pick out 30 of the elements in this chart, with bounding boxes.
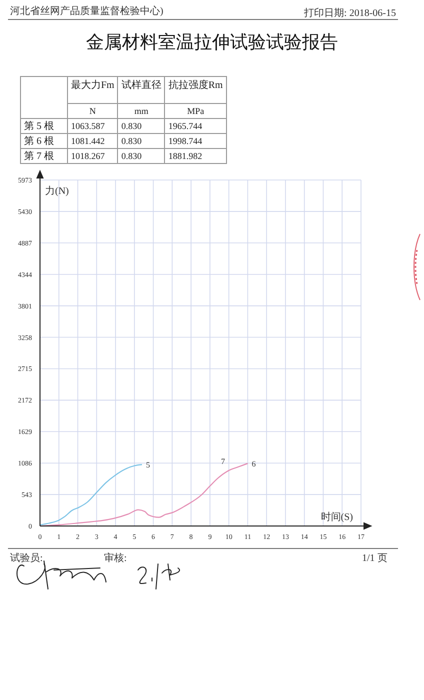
text: 1/1 页 xyxy=(362,553,388,564)
text: 0.830 xyxy=(121,120,142,130)
x-axis-title: 时间(S) xyxy=(320,511,353,523)
y-axis-title: 力(N) xyxy=(45,185,69,197)
series-label: 5 xyxy=(146,460,150,470)
text: 审核: xyxy=(104,553,127,564)
text: 0.830 xyxy=(121,150,142,160)
text: 最大力Fm xyxy=(71,80,114,91)
text: 0.830 xyxy=(121,136,142,146)
text: 第 6 根 xyxy=(24,136,54,146)
text: N xyxy=(89,106,96,116)
text: mm xyxy=(134,106,148,116)
text: 试样直径 xyxy=(121,80,162,91)
text: 1881.982 xyxy=(168,150,202,160)
text: 试验员: xyxy=(10,553,43,564)
text: 打印日期: 2018-06-15 xyxy=(304,8,396,19)
text: 河北省丝网产品质量监督检验中心) xyxy=(10,6,164,17)
annotation: 7 xyxy=(220,457,225,466)
text: MPa xyxy=(187,106,204,116)
text: 1063.587 xyxy=(71,120,105,130)
text: 第 7 根 xyxy=(24,150,54,162)
text: 1018.267 xyxy=(71,150,105,160)
series-label: 6 xyxy=(252,459,256,468)
text: 1998.744 xyxy=(168,136,202,146)
text: 1081.442 xyxy=(71,136,105,146)
line-series xyxy=(40,464,143,526)
text: 抗拉强度Rm xyxy=(168,80,223,91)
text: 1965.744 xyxy=(168,120,202,130)
chart-title: 金属材料室温拉伸试验试验报告 xyxy=(86,32,338,52)
text: 第 5 根 xyxy=(24,120,54,132)
